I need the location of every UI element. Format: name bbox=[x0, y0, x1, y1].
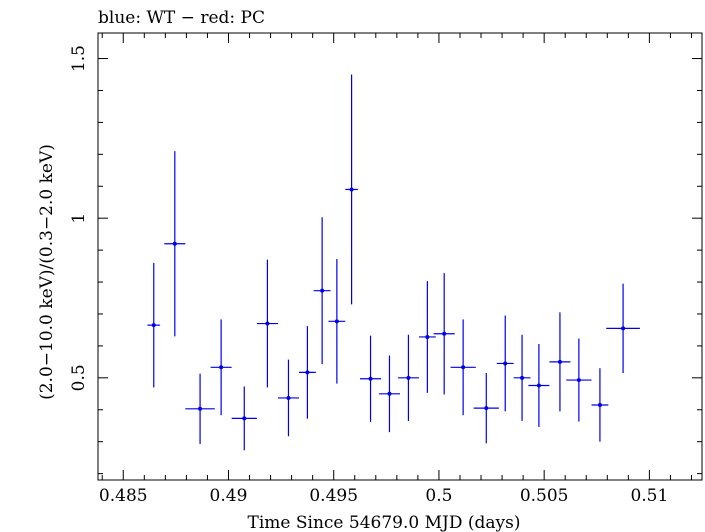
data-point bbox=[210, 319, 232, 416]
data-point bbox=[528, 343, 550, 427]
chart-title: blue: WT − red: PC bbox=[98, 8, 265, 28]
x-axis-ticks: 0.485 0.49 0.495 0.5 0.505 0.51 bbox=[99, 33, 692, 506]
data-marker bbox=[198, 406, 203, 411]
data-point bbox=[147, 262, 161, 388]
data-point bbox=[164, 151, 186, 337]
data-marker bbox=[461, 365, 466, 370]
data-marker bbox=[349, 187, 354, 192]
data-marker bbox=[286, 395, 291, 400]
y-tick-label: 1 bbox=[69, 213, 89, 224]
y-tick-label: 1.5 bbox=[69, 45, 89, 72]
data-marker bbox=[219, 365, 224, 370]
y-axis-label: (2.0−10.0 keV)/(0.3−2.0 keV) bbox=[37, 144, 57, 400]
data-marker bbox=[597, 402, 602, 407]
data-point bbox=[473, 373, 499, 444]
data-point bbox=[313, 217, 331, 365]
y-axis-ticks: 0.5 1 1.5 bbox=[69, 45, 702, 475]
data-point bbox=[549, 312, 571, 412]
data-marker bbox=[151, 323, 156, 328]
data-marker bbox=[576, 378, 581, 383]
data-points bbox=[147, 74, 640, 451]
data-marker bbox=[557, 359, 562, 364]
data-point bbox=[328, 259, 346, 384]
data-marker bbox=[320, 288, 325, 293]
data-marker bbox=[242, 416, 247, 421]
data-marker bbox=[172, 241, 177, 246]
data-marker bbox=[387, 391, 392, 396]
data-point bbox=[450, 319, 476, 416]
x-tick-label: 0.5 bbox=[425, 486, 452, 506]
data-point bbox=[231, 386, 257, 451]
data-point bbox=[566, 338, 592, 422]
data-marker bbox=[406, 375, 411, 380]
data-point bbox=[513, 334, 531, 421]
data-marker bbox=[368, 376, 373, 381]
data-point bbox=[397, 334, 419, 421]
data-marker bbox=[621, 326, 626, 331]
data-point bbox=[256, 259, 278, 388]
data-marker bbox=[425, 334, 430, 339]
data-point bbox=[185, 373, 215, 444]
plot-frame bbox=[97, 32, 703, 481]
data-marker bbox=[520, 375, 525, 380]
x-tick-label: 0.49 bbox=[210, 486, 248, 506]
data-point bbox=[298, 326, 316, 419]
data-point bbox=[345, 74, 358, 305]
data-marker bbox=[536, 383, 541, 388]
data-point bbox=[606, 283, 640, 374]
x-tick-label: 0.505 bbox=[520, 486, 569, 506]
x-tick-label: 0.485 bbox=[99, 486, 148, 506]
data-point bbox=[591, 368, 609, 442]
data-marker bbox=[484, 406, 489, 411]
y-tick-label: 0.5 bbox=[69, 364, 89, 391]
data-marker bbox=[503, 361, 508, 366]
data-point bbox=[277, 359, 299, 437]
data-marker bbox=[334, 319, 339, 324]
x-axis-label: Time Since 54679.0 MJD (days) bbox=[248, 513, 521, 532]
data-point bbox=[418, 281, 436, 393]
data-marker bbox=[442, 331, 447, 336]
data-point bbox=[433, 273, 455, 395]
x-tick-label: 0.51 bbox=[630, 486, 668, 506]
data-marker bbox=[265, 321, 270, 326]
data-point bbox=[378, 355, 400, 433]
data-point bbox=[496, 315, 514, 412]
data-point bbox=[360, 335, 382, 422]
x-tick-label: 0.495 bbox=[309, 486, 358, 506]
data-marker bbox=[305, 370, 310, 375]
